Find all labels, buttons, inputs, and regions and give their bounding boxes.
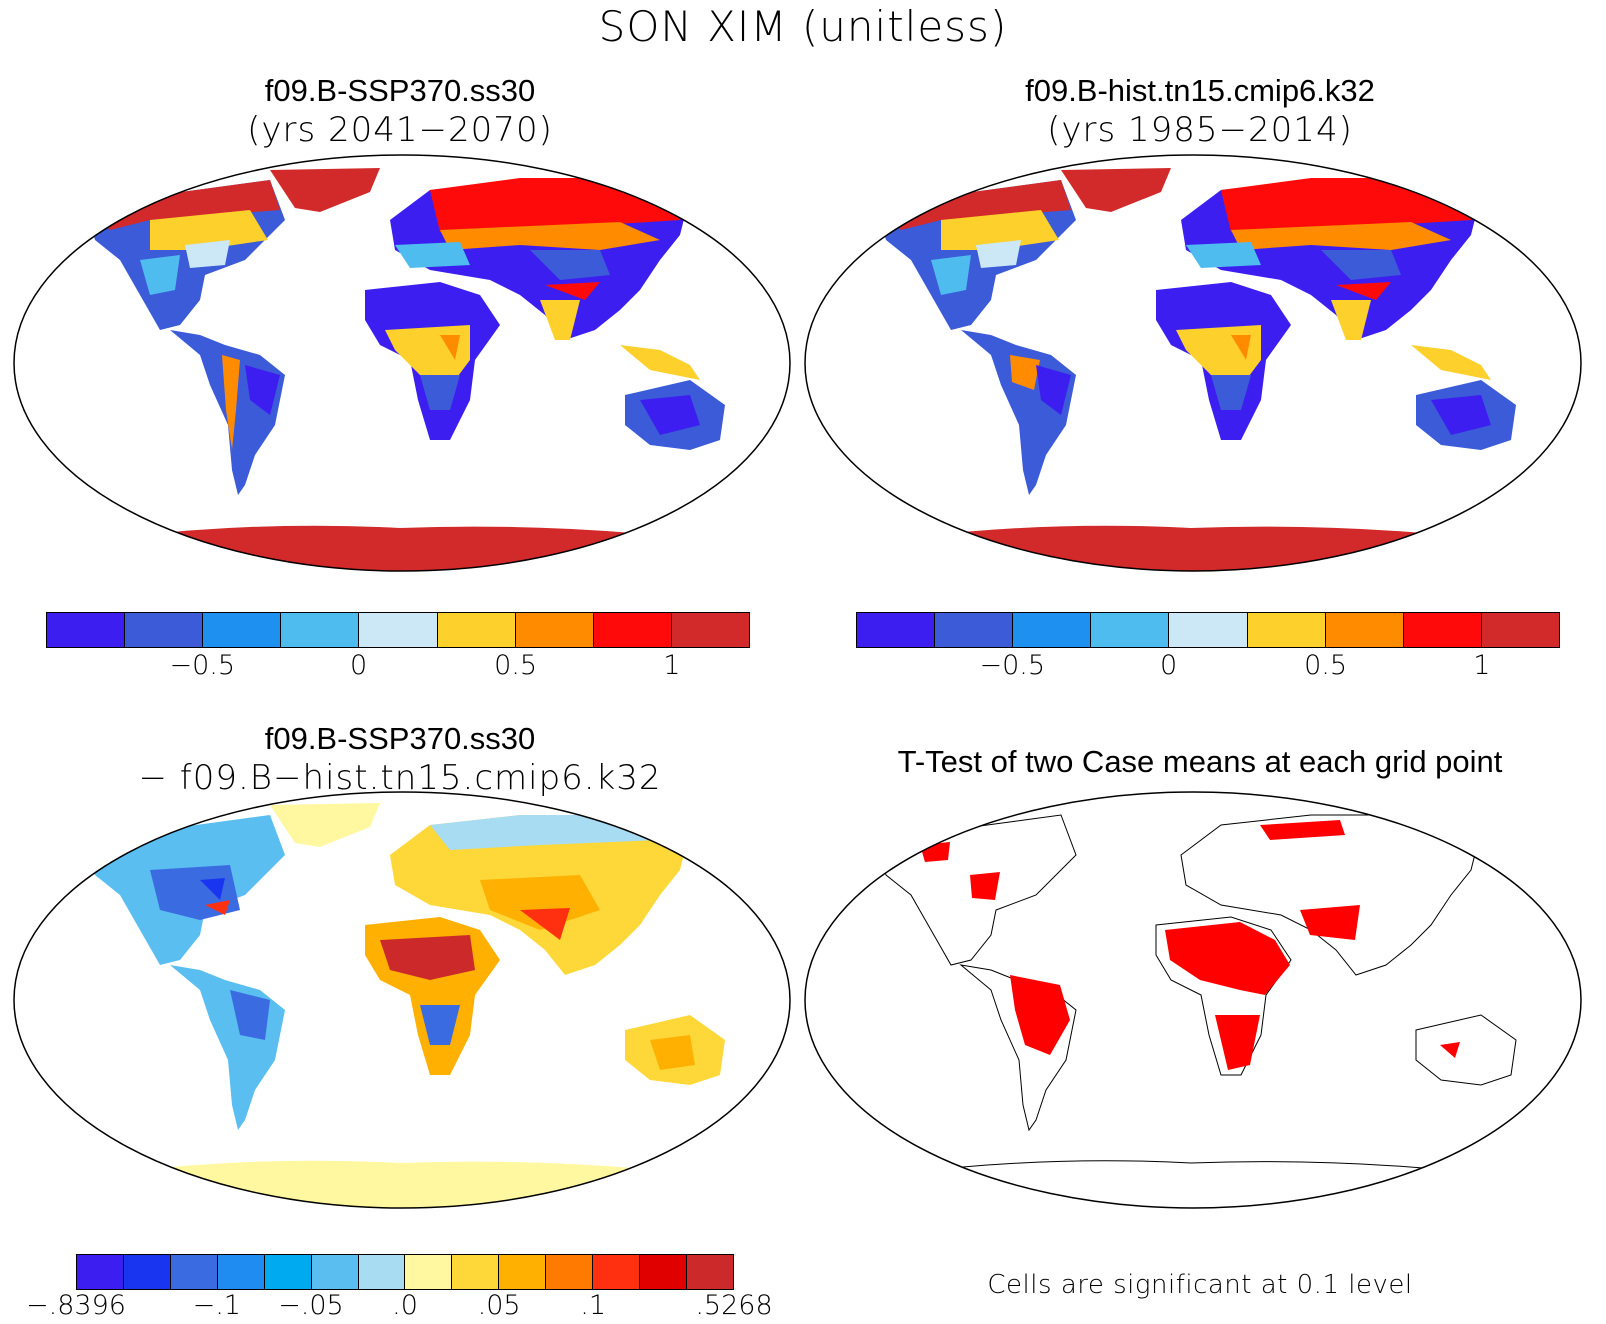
panel-1-subtitle: (yrs 2041−2070) (247, 110, 553, 150)
colorbar-panel-1 (46, 612, 750, 648)
colorbar-box (358, 1255, 406, 1289)
colorbar-box (593, 613, 672, 647)
colorbar-box (125, 613, 204, 647)
colorbar-panel-1-ticks: −0.5 0 0.5 1 (46, 650, 750, 684)
panel-2-subtitle: (yrs 1985−2014) (1047, 110, 1353, 150)
colorbar-box (170, 1255, 218, 1289)
colorbar-box (1091, 613, 1170, 647)
tick-label: 0 (349, 650, 368, 681)
panel-4-title: T-Test of two Case means at each grid po… (897, 744, 1503, 779)
colorbar-box (499, 1255, 547, 1289)
colorbar-box (1325, 613, 1404, 647)
map-panel-4 (804, 791, 1582, 1209)
tick-label: −.8396 (26, 1290, 126, 1321)
tick-label: −.05 (278, 1290, 344, 1321)
colorbar-box (1247, 613, 1326, 647)
colorbar-box (77, 1255, 124, 1289)
colorbar-box (640, 1255, 687, 1289)
colorbar-box (857, 613, 936, 647)
colorbar-box (437, 613, 516, 647)
colorbar-box (264, 1255, 312, 1289)
tick-label: −0.5 (979, 650, 1046, 681)
tick-label: 0.5 (1304, 650, 1348, 681)
colorbar-box (203, 613, 282, 647)
tick-label: 1 (1473, 650, 1491, 681)
tick-label: .0 (392, 1290, 418, 1321)
colorbar-box (452, 1255, 500, 1289)
tick-label: .1 (580, 1290, 607, 1321)
tick-label: −0.5 (169, 650, 236, 681)
colorbar-box (217, 1255, 265, 1289)
colorbar-box (311, 1255, 359, 1289)
colorbar-box (47, 613, 126, 647)
colorbar-box (671, 613, 749, 647)
colorbar-panel-3 (76, 1254, 734, 1290)
colorbar-box (935, 613, 1014, 647)
tick-label: −.1 (192, 1290, 241, 1321)
colorbar-box (123, 1255, 171, 1289)
tick-label: 0 (1159, 650, 1178, 681)
colorbar-box (1481, 613, 1559, 647)
colorbar-box (281, 613, 360, 647)
tick-label: 1 (663, 650, 681, 681)
colorbar-panel-2 (856, 612, 1560, 648)
tick-label: 0.5 (494, 650, 538, 681)
colorbar-box (1013, 613, 1092, 647)
tick-label: .05 (477, 1290, 521, 1321)
map-panel-1 (13, 154, 791, 572)
colorbar-box (1403, 613, 1482, 647)
colorbar-box (359, 613, 438, 647)
colorbar-box (686, 1255, 733, 1289)
colorbar-box (593, 1255, 641, 1289)
colorbar-box (405, 1255, 453, 1289)
colorbar-panel-3-ticks: −.8396 −.1 −.05 .0 .05 .1 .5268 (26, 1290, 773, 1324)
significance-note: Cells are significant at 0.1 level (987, 1270, 1413, 1300)
panel-3-title: f09.B-SSP370.ss30 (264, 721, 536, 756)
map-panel-2 (804, 154, 1582, 572)
colorbar-panel-2-ticks: −0.5 0 0.5 1 (856, 650, 1560, 684)
colorbar-box (546, 1255, 594, 1289)
panel-1-title: f09.B-SSP370.ss30 (264, 73, 536, 108)
colorbar-box (1169, 613, 1248, 647)
map-panel-3 (13, 791, 791, 1209)
figure-title: SON XIM (unitless) (598, 2, 1008, 51)
colorbar-box (515, 613, 594, 647)
panel-2-title: f09.B-hist.tn15.cmip6.k32 (1025, 73, 1375, 108)
tick-label: .5268 (695, 1290, 773, 1321)
